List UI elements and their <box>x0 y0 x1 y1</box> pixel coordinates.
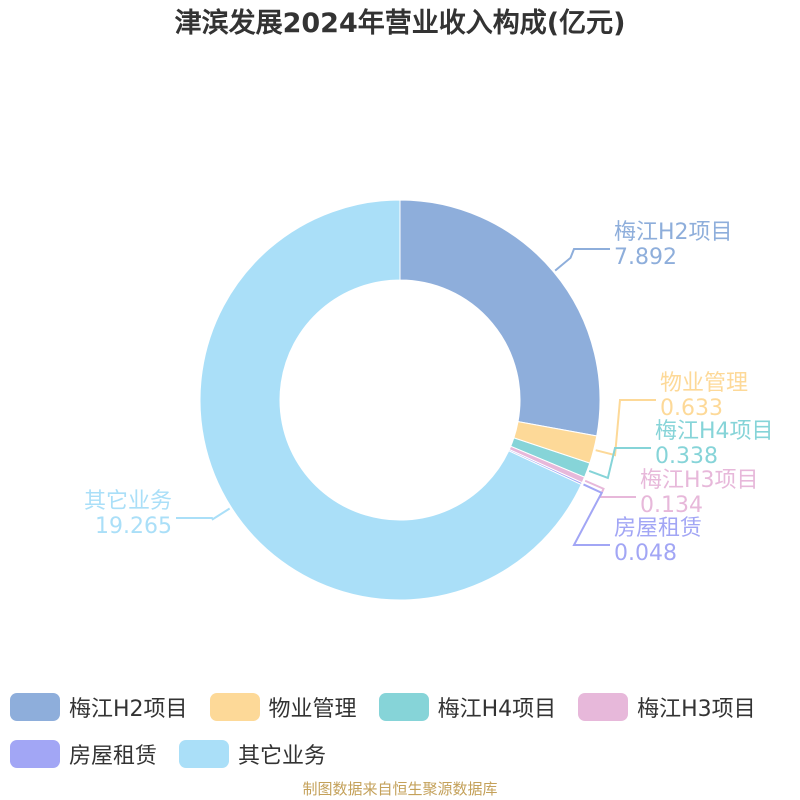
slice-value-label-1: 0.633 <box>660 396 723 421</box>
legend-item-property-management[interactable]: 物业管理 <box>209 691 357 723</box>
donut-slice-0[interactable] <box>399 199 601 437</box>
legend-item-meijiang-h2[interactable]: 梅江H2项目 <box>10 691 188 723</box>
legend-swatch <box>179 740 230 768</box>
leader-line-4 <box>572 483 610 546</box>
leader-line-1 <box>595 399 656 457</box>
legend-swatch <box>10 740 60 768</box>
leader-line-5 <box>176 507 231 521</box>
legend-item-meijiang-h4[interactable]: 梅江H4项目 <box>378 691 557 723</box>
legend-label: 梅江H3项目 <box>637 697 756 722</box>
slice-name-label-0: 梅江H2项目 <box>614 220 733 245</box>
slice-value-label-0: 7.892 <box>614 245 677 270</box>
slice-value-label-3: 0.134 <box>640 493 703 518</box>
legend-row-2: 房屋租赁 其它业务 <box>10 735 800 773</box>
legend-label: 物业管理 <box>268 697 357 722</box>
legend-swatch <box>578 693 629 721</box>
slice-value-label-5: 19.265 <box>95 514 172 539</box>
legend-label: 其它业务 <box>238 744 327 769</box>
legend-row-1: 梅江H2项目 物业管理 梅江H4项目 梅江H3项目 <box>10 688 800 726</box>
legend-label: 梅江H4项目 <box>437 697 557 722</box>
legend-swatch <box>10 693 60 721</box>
leader-line-0 <box>554 248 610 272</box>
slice-value-label-4: 0.048 <box>614 541 677 566</box>
legend-swatch <box>378 693 429 721</box>
slice-name-label-5: 其它业务 <box>84 489 172 514</box>
legend-item-other-business[interactable]: 其它业务 <box>179 738 326 770</box>
slice-name-label-4: 房屋租赁 <box>614 516 702 541</box>
legend-swatch <box>209 693 260 721</box>
slice-value-label-2: 0.338 <box>655 444 718 469</box>
legend-item-meijiang-h3[interactable]: 梅江H3项目 <box>578 691 756 723</box>
legend: 梅江H2项目 物业管理 梅江H4项目 梅江H3项目 房屋租赁 其它业务 <box>10 688 800 782</box>
legend-label: 房屋租赁 <box>69 744 158 769</box>
legend-item-house-rental[interactable]: 房屋租赁 <box>10 738 157 770</box>
slice-name-label-3: 梅江H3项目 <box>640 468 759 493</box>
leader-line-2 <box>588 447 651 480</box>
slice-name-label-2: 梅江H4项目 <box>655 419 774 444</box>
slice-name-label-1: 物业管理 <box>660 371 748 396</box>
donut-slice-5[interactable] <box>199 199 582 601</box>
chart-title: 津滨发展2024年营业收入构成(亿元) <box>174 8 626 39</box>
legend-label: 梅江H2项目 <box>69 697 188 722</box>
data-source-note: 制图数据来自恒生聚源数据库 <box>302 780 498 798</box>
